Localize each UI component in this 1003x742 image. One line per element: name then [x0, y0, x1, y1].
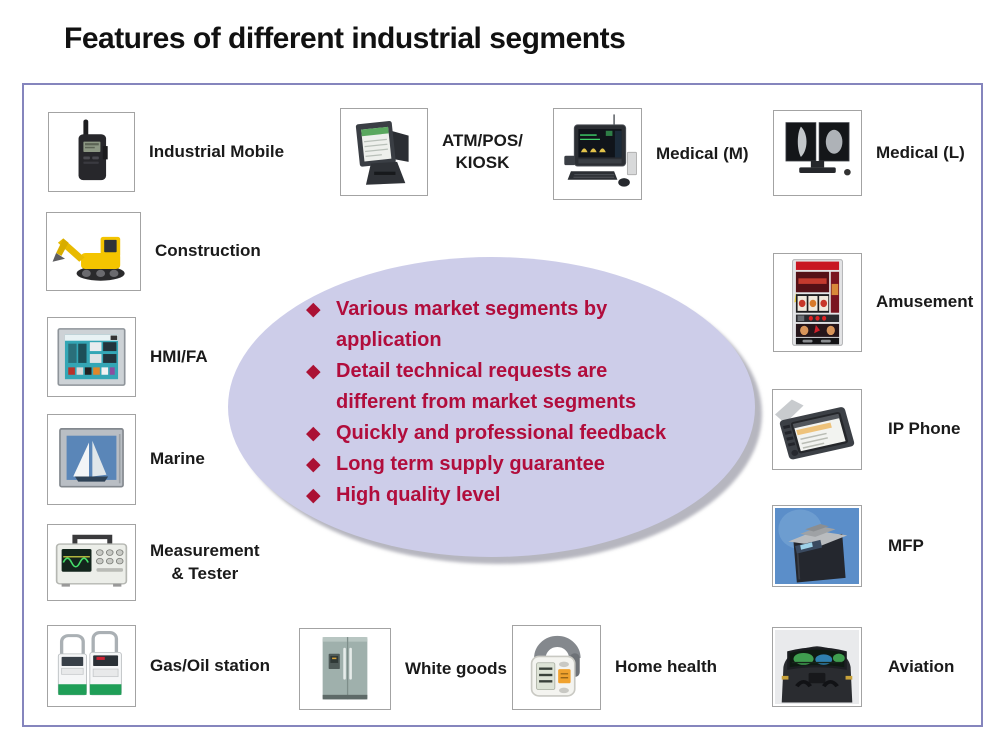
walkie-talkie-image-frame [48, 112, 135, 192]
label-aviation: Aviation [888, 656, 955, 676]
label-measurement-tester: Measurement & Tester [150, 541, 260, 583]
segment-item-industrial-mobile: Industrial Mobile [48, 112, 284, 192]
pos-terminal-image-frame [340, 108, 428, 196]
label-gas-oil-station: Gas/Oil station [150, 655, 270, 675]
segment-item-measurement-tester: Measurement & Tester [47, 524, 260, 601]
bullet-item: ◆ High quality level [306, 480, 706, 511]
bullet-text: Long term supply guarantee [336, 453, 605, 475]
patient-monitor-image [564, 114, 637, 187]
segment-item-gas-oil-station: Gas/Oil station [47, 625, 270, 707]
bullet-text: Quickly and professional feedback [336, 422, 667, 444]
hmi-touch-panel-image-frame [47, 317, 136, 397]
segment-item-aviation: Aviation [772, 627, 954, 707]
label-hmi-fa: HMI/FA [150, 346, 208, 366]
marine-monitor-image-frame [47, 414, 136, 505]
blood-pressure-monitor-image [530, 635, 581, 697]
bullet-text: High quality level [336, 484, 501, 506]
label-mfp: MFP [888, 535, 924, 555]
refrigerator-image [322, 637, 368, 700]
walkie-talkie-image [78, 119, 108, 181]
segment-item-ip-phone: IP Phone [772, 389, 960, 470]
segment-item-construction: Construction [46, 212, 261, 291]
marine-monitor-image [59, 428, 124, 488]
label-home-health: Home health [615, 657, 718, 677]
label-medical-m: Medical (M) [656, 143, 749, 163]
label-ip-phone: IP Phone [888, 419, 961, 439]
aircraft-cockpit-image-frame [772, 627, 862, 707]
blood-pressure-monitor-image-frame [512, 625, 601, 710]
segment-item-atm-pos-kiosk: ATM/POS/ KIOSK [340, 108, 523, 196]
diamond-bullet-icon: ◆ [306, 423, 321, 444]
patient-monitor-image-frame [553, 108, 642, 200]
segment-item-medical-l: Medical (L) [773, 110, 965, 196]
ip-phone-image [775, 399, 855, 460]
segment-item-amusement: Amusement [773, 253, 973, 352]
diamond-bullet-icon: ◆ [306, 361, 321, 382]
segment-item-hmi-fa: HMI/FA [47, 317, 208, 397]
segment-item-home-health: Home health [512, 625, 717, 710]
highlight-ellipse [228, 257, 755, 557]
bullet-item: ◆ Various market segments by application [306, 294, 706, 356]
fuel-pumps-image [57, 631, 122, 696]
bullet-list: ◆ Various market segments by application… [306, 294, 706, 511]
segment-item-white-goods: White goods [299, 628, 507, 710]
slot-machine-image [792, 259, 843, 346]
bullet-text: Various market segments by application [336, 298, 608, 351]
label-medical-l: Medical (L) [876, 142, 965, 162]
label-construction: Construction [155, 241, 261, 261]
refrigerator-image-frame [299, 628, 391, 710]
multifunction-printer-image-frame [772, 505, 862, 587]
diamond-bullet-icon: ◆ [306, 299, 321, 320]
bullet-item: ◆ Quickly and professional feedback [306, 418, 706, 449]
label-atm-pos-kiosk: ATM/POS/ KIOSK [442, 130, 523, 172]
excavator-image-frame [46, 212, 141, 291]
slot-machine-image-frame [773, 253, 862, 352]
aircraft-cockpit-image [775, 630, 859, 704]
label-marine: Marine [150, 449, 205, 469]
bullet-item: ◆ Detail technical requests are differen… [306, 356, 706, 418]
bullet-text: Detail technical requests are different … [336, 360, 637, 413]
label-white-goods: White goods [405, 658, 507, 678]
multifunction-printer-image [775, 508, 859, 584]
segment-item-marine: Marine [47, 414, 205, 505]
pos-terminal-image [355, 120, 409, 185]
diamond-bullet-icon: ◆ [306, 454, 321, 475]
ip-phone-image-frame [772, 389, 862, 470]
segment-item-medical-m: Medical (M) [553, 108, 749, 200]
segment-item-mfp: MFP [772, 505, 924, 587]
label-amusement: Amusement [876, 292, 974, 312]
bullet-item: ◆ Long term supply guarantee [306, 449, 706, 480]
page-title: Features of different industrial segment… [64, 22, 626, 55]
label-industrial-mobile: Industrial Mobile [149, 141, 285, 161]
xray-displays-image [785, 122, 851, 176]
hmi-touch-panel-image [57, 328, 126, 386]
oscilloscope-image-frame [47, 524, 136, 601]
oscilloscope-image [55, 534, 128, 587]
fuel-pumps-image-frame [47, 625, 136, 707]
excavator-image [52, 236, 125, 281]
xray-displays-image-frame [773, 110, 862, 196]
diamond-bullet-icon: ◆ [306, 485, 321, 506]
